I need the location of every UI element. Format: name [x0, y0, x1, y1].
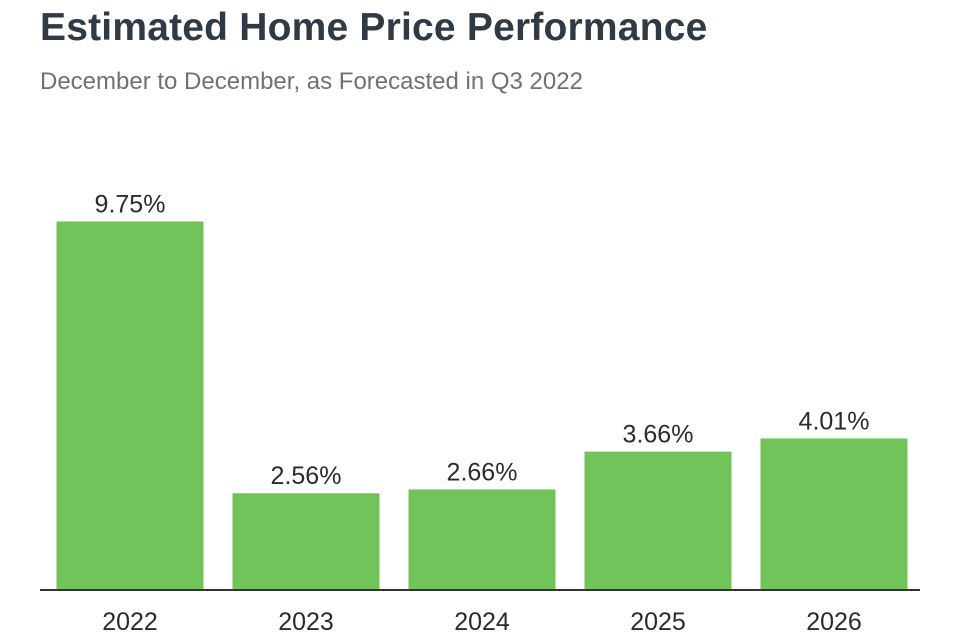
- x-tick-label-2025: 2025: [630, 608, 686, 636]
- data-label-2026: 4.01%: [799, 407, 870, 435]
- x-tick-label-2026: 2026: [806, 608, 862, 636]
- data-label-2023: 2.56%: [271, 462, 342, 490]
- data-label-2024: 2.66%: [447, 458, 518, 486]
- bar-2022: [56, 221, 204, 590]
- data-label-2025: 3.66%: [623, 421, 694, 449]
- value-labels-group: 9.75% 2.56% 2.66% 3.66% 4.01%: [95, 190, 870, 490]
- bar-2024: [408, 489, 556, 590]
- data-label-2022: 9.75%: [95, 190, 166, 218]
- bars-group: [56, 221, 908, 590]
- bar-2026: [760, 438, 908, 590]
- bar-2025: [584, 451, 732, 590]
- chart-subtitle: December to December, as Forecasted in Q…: [40, 68, 583, 95]
- x-tick-label-2024: 2024: [454, 608, 510, 636]
- x-tick-label-2023: 2023: [278, 608, 334, 636]
- x-tick-label-2022: 2022: [102, 608, 158, 636]
- bar-2023: [232, 493, 380, 590]
- x-tick-labels-group: 2022 2023 2024 2025 2026: [102, 608, 862, 636]
- chart-title: Estimated Home Price Performance: [40, 6, 708, 49]
